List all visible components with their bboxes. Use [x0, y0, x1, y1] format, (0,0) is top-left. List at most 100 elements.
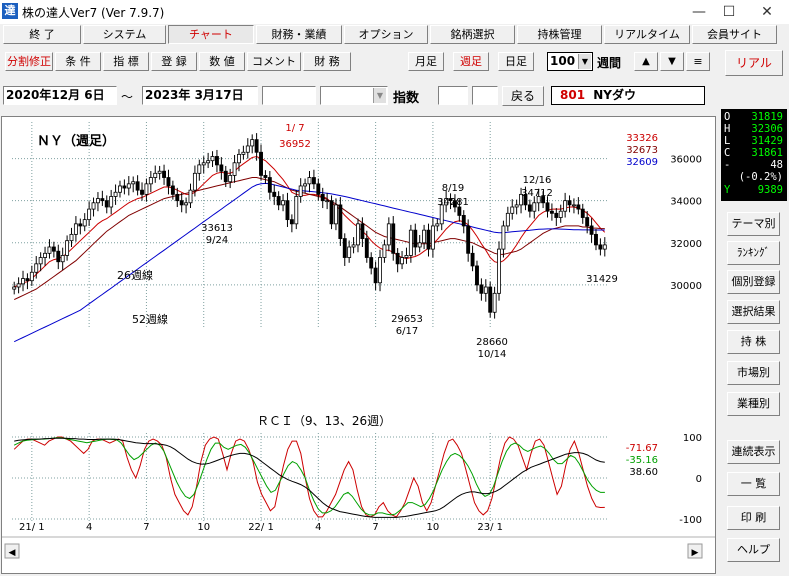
end-date-field[interactable]: 2023年 3月17日: [142, 86, 258, 105]
real-button[interactable]: リアル: [725, 50, 783, 76]
comment-button[interactable]: コメント: [247, 52, 301, 71]
candle: [519, 193, 523, 206]
candle: [435, 223, 440, 227]
menu-stock-select[interactable]: 銘柄選択: [430, 25, 515, 44]
continuous-display-button[interactable]: 連続表示: [727, 440, 780, 464]
annotation-label: 10/14: [478, 349, 507, 360]
candle: [439, 204, 444, 225]
close-label: C: [724, 147, 731, 159]
individual-register-button[interactable]: 個別登録: [727, 270, 780, 294]
candle: [338, 204, 343, 239]
menu-realtime[interactable]: リアルタイム: [604, 25, 690, 44]
candle: [245, 145, 250, 153]
candle: [91, 202, 96, 210]
annotation-label: 34281: [437, 197, 469, 208]
candle: [276, 196, 281, 206]
start-date-field[interactable]: 2020年12月 6日: [3, 86, 117, 105]
annotation-label: 28660: [476, 337, 508, 348]
candle: [602, 244, 607, 250]
market-select[interactable]: ▼: [320, 86, 388, 105]
up-arrow-icon[interactable]: ▲: [634, 52, 658, 71]
change-pct: (-0.2%): [738, 171, 783, 183]
rci-chart-title: ＲＣＩ（9、13、26週）: [257, 414, 391, 428]
menu-chart[interactable]: チャート: [168, 25, 254, 44]
candle: [307, 177, 312, 185]
candle: [267, 177, 272, 193]
weekly-button[interactable]: 週足: [453, 52, 489, 71]
monthly-button[interactable]: 月足: [408, 52, 444, 71]
open-label: O: [724, 111, 731, 123]
scroll-left-icon: ◀: [9, 548, 16, 558]
candle: [34, 263, 39, 273]
chevron-down-icon[interactable]: ▼: [578, 54, 591, 69]
conditions-button[interactable]: 条 件: [55, 52, 101, 71]
close-button[interactable]: ✕: [761, 4, 773, 20]
open-value: 31819: [751, 111, 783, 123]
blank-field[interactable]: [262, 86, 316, 105]
ma-label: 52週線: [132, 312, 168, 326]
period-count-select[interactable]: 100 ▼: [547, 52, 593, 71]
candle: [457, 206, 462, 216]
menu-system[interactable]: システム: [83, 25, 166, 44]
candle: [170, 185, 175, 195]
ranking-button[interactable]: ﾗﾝｷﾝｸﾞ: [727, 241, 780, 265]
rci-line-RCI26: [14, 437, 605, 518]
volume-value: 9389: [757, 184, 783, 196]
candle: [126, 183, 131, 189]
x-tick-label: 10: [197, 522, 210, 533]
menu-holdings[interactable]: 持株管理: [517, 25, 602, 44]
blank-field-3[interactable]: [472, 86, 498, 105]
candle: [60, 255, 65, 263]
ma-legend-value: 32673: [626, 145, 658, 156]
help-button[interactable]: ヘルプ: [727, 538, 780, 562]
financial-button[interactable]: 財 務: [303, 52, 351, 71]
back-button[interactable]: 戻る: [502, 86, 544, 106]
indicator-button[interactable]: 指 標: [103, 52, 149, 71]
maximize-button[interactable]: ☐: [722, 4, 736, 20]
register-button[interactable]: 登 録: [151, 52, 197, 71]
theme-button[interactable]: テーマ別: [727, 212, 780, 236]
chart-canvas[interactable]: ◀ ▶ 21/ 1 4 7 10 22/ 1 4 7 10 23/ 1 30000 32000 3400…: [2, 117, 715, 573]
holdings-button[interactable]: 持 株: [727, 330, 780, 354]
down-arrow-icon[interactable]: ▼: [660, 52, 684, 71]
candle: [197, 164, 202, 174]
price-chart-title: ＮＹ（週足）: [37, 133, 115, 149]
candle: [382, 244, 387, 258]
candle: [87, 208, 92, 221]
menu-member-site[interactable]: 会員サイト: [692, 25, 777, 44]
list-button[interactable]: 一 覧: [727, 472, 780, 496]
chevron-down-icon[interactable]: ▼: [373, 88, 386, 103]
menu-list-icon[interactable]: ≡: [686, 52, 710, 71]
candle: [545, 202, 550, 212]
candle: [38, 257, 43, 265]
split-fix-button[interactable]: 分割修正: [5, 52, 53, 71]
candle: [444, 198, 449, 206]
candle: [572, 204, 576, 207]
candle: [69, 233, 74, 242]
ma-legend-value: 32609: [626, 157, 658, 168]
candle: [532, 202, 537, 212]
market-button[interactable]: 市場別: [727, 361, 780, 385]
candle: [237, 153, 241, 164]
menu-options[interactable]: オプション: [344, 25, 428, 44]
candle: [391, 223, 396, 254]
candle: [223, 170, 228, 183]
candle: [25, 278, 30, 282]
print-button[interactable]: 印 刷: [727, 506, 780, 530]
title-bar: 達 株の達人Ver7 (Ver 7.9.7) — ☐ ✕: [0, 0, 789, 24]
blank-field-2[interactable]: [438, 86, 468, 105]
industry-button[interactable]: 業種別: [727, 392, 780, 416]
daily-button[interactable]: 日足: [498, 52, 534, 71]
values-button[interactable]: 数 値: [199, 52, 245, 71]
candle: [219, 164, 224, 172]
stock-code-field[interactable]: 801 NYダウ: [551, 86, 705, 105]
candle: [215, 156, 219, 166]
minimize-button[interactable]: —: [692, 4, 706, 20]
candle: [585, 217, 590, 227]
selection-result-button[interactable]: 選択結果: [727, 300, 780, 324]
menu-financials[interactable]: 財務・業績: [256, 25, 342, 44]
candle: [448, 198, 453, 202]
candle: [466, 225, 471, 254]
x-tick-label: 4: [315, 522, 321, 533]
menu-exit[interactable]: 終 了: [3, 25, 81, 44]
